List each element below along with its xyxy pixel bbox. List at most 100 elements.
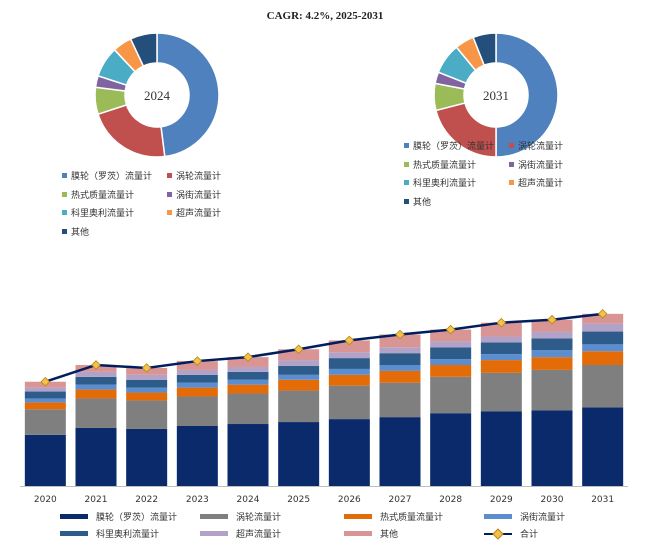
bar-segment-2031-5 xyxy=(582,331,624,345)
bar-segment-2022-1 xyxy=(126,428,168,486)
legend-swatch xyxy=(62,229,67,234)
bar-segment-2029-7 xyxy=(480,322,522,337)
bar-segment-2028-4 xyxy=(430,359,472,365)
x-tick-label: 2022 xyxy=(135,495,158,505)
total-marker-2023 xyxy=(192,356,203,366)
bar-segment-2028-7 xyxy=(430,329,472,342)
legend-label: 超声流量计 xyxy=(176,209,222,219)
donut-legend-item: 涡街流量计 xyxy=(167,190,221,202)
donut-slice-2024-1 xyxy=(156,32,220,158)
bar-segment-2023-2 xyxy=(176,396,218,426)
bar-segment-2027-3 xyxy=(379,370,421,383)
bar-segment-2027-2 xyxy=(379,382,421,418)
bar-segment-2021-1 xyxy=(75,427,117,486)
bar-segment-2024-1 xyxy=(227,424,269,486)
legend-swatch xyxy=(344,514,372,519)
legend-label: 超声流量计 xyxy=(236,530,282,540)
bar-segment-2026-7 xyxy=(328,340,370,353)
donut-chart-2024: 2024 xyxy=(94,32,220,158)
bar-segment-2031-4 xyxy=(582,344,624,352)
legend-swatch xyxy=(60,531,88,536)
bar-segment-2029-3 xyxy=(480,360,522,373)
legend-swatch xyxy=(404,162,409,167)
legend-label: 涡轮流量计 xyxy=(236,513,282,523)
bar-segment-2027-1 xyxy=(379,417,421,486)
bar-segment-2031-7 xyxy=(582,313,624,324)
bar-segment-2023-6 xyxy=(176,369,218,375)
donut-legend-item: 热式质量流量计 xyxy=(404,160,476,172)
bar-segment-2026-3 xyxy=(328,374,370,386)
bar-segment-2030-2 xyxy=(531,369,573,411)
legend-label: 科里奥利流量计 xyxy=(96,530,160,540)
bar-segment-2020-5 xyxy=(24,391,66,399)
donut-slice-2031-7 xyxy=(472,32,497,67)
total-marker-2022 xyxy=(141,363,152,373)
total-marker-2027 xyxy=(395,329,405,340)
bar-segment-2031-2 xyxy=(582,364,624,408)
bar-legend-item: 其他 xyxy=(344,529,398,541)
donut-slice-2024-2 xyxy=(97,103,166,158)
legend-label: 科里奥利流量计 xyxy=(413,179,477,189)
x-tick-label: 2021 xyxy=(85,495,108,505)
stacked-bar-chart: 2020 2021 2022 2023 2024 2025 2026 2027 2028 2029… xyxy=(20,309,628,505)
donut-legend-item: 科里奥利流量计 xyxy=(404,178,476,190)
legend-swatch xyxy=(60,514,88,519)
legend-swatch xyxy=(167,210,172,215)
bar-segment-2030-6 xyxy=(531,331,573,339)
bar-segment-2029-2 xyxy=(480,372,522,412)
bar-segment-2022-3 xyxy=(126,392,168,401)
bar-segment-2025-3 xyxy=(278,379,320,391)
bar-segment-2020-1 xyxy=(24,434,66,486)
bar-segment-2026-5 xyxy=(328,358,370,369)
bar-segment-2028-2 xyxy=(430,376,472,414)
legend-label: 超声流量计 xyxy=(518,179,564,189)
legend-label: 膜轮（罗茨）流量计 xyxy=(71,172,153,182)
total-marker-2026 xyxy=(344,335,355,346)
donut-slice-2031-1 xyxy=(495,32,559,158)
bar-segment-2029-6 xyxy=(480,336,522,343)
legend-swatch xyxy=(484,514,512,519)
donut-legend-item: 膜轮（罗茨）流量计 xyxy=(404,141,494,153)
bar-segment-2025-5 xyxy=(278,365,320,375)
bar-segment-2031-1 xyxy=(582,407,624,486)
bar-segment-2030-5 xyxy=(531,338,573,351)
legend-label: 合计 xyxy=(520,530,539,540)
bar-segment-2021-3 xyxy=(75,389,117,399)
legend-label: 涡轮流量计 xyxy=(176,172,222,182)
bar-segment-2024-7 xyxy=(227,357,269,367)
legend-swatch xyxy=(484,532,512,535)
bar-segment-2025-4 xyxy=(278,374,320,380)
bar-segment-2030-3 xyxy=(531,357,573,370)
bar-segment-2026-1 xyxy=(328,419,370,486)
bar-segment-2030-4 xyxy=(531,350,573,358)
donut-legend-item: 其他 xyxy=(62,227,89,239)
donut-slice-2024-7 xyxy=(129,32,158,68)
bar-segment-2023-3 xyxy=(176,387,218,397)
chart-title: CAGR: 4.2%, 2025-2031 xyxy=(266,10,384,22)
bar-segment-2029-4 xyxy=(480,354,522,361)
bar-segment-2020-3 xyxy=(24,402,66,410)
legend-swatch xyxy=(404,143,409,148)
bar-segment-2022-6 xyxy=(126,374,168,380)
bar-segment-2022-2 xyxy=(126,400,168,429)
legend-label: 其他 xyxy=(71,228,90,238)
bar-segment-2023-4 xyxy=(176,382,218,388)
donut-legend-item: 膜轮（罗茨）流量计 xyxy=(62,171,152,183)
x-tick-label: 2024 xyxy=(237,495,260,505)
donut-legend-item: 涡轮流量计 xyxy=(509,141,563,153)
x-tick-label: 2026 xyxy=(338,495,361,505)
bar-legend-item: 超声流量计 xyxy=(200,529,281,541)
donut-legend-item: 热式质量流量计 xyxy=(62,190,134,202)
legend-swatch xyxy=(62,210,67,215)
legend-label: 热式质量流量计 xyxy=(71,191,135,201)
total-marker-2031 xyxy=(597,309,608,319)
bar-legend-item: 合计 xyxy=(484,529,538,541)
total-marker-2028 xyxy=(445,324,456,335)
legend-swatch xyxy=(509,162,514,167)
donut-chart-2031: 2031 xyxy=(433,32,559,158)
bar-segment-2022-5 xyxy=(126,379,168,388)
legend-swatch xyxy=(62,173,67,178)
bar-segment-2027-5 xyxy=(379,353,421,365)
legend-label: 科里奥利流量计 xyxy=(71,209,135,219)
bar-segment-2026-4 xyxy=(328,368,370,375)
